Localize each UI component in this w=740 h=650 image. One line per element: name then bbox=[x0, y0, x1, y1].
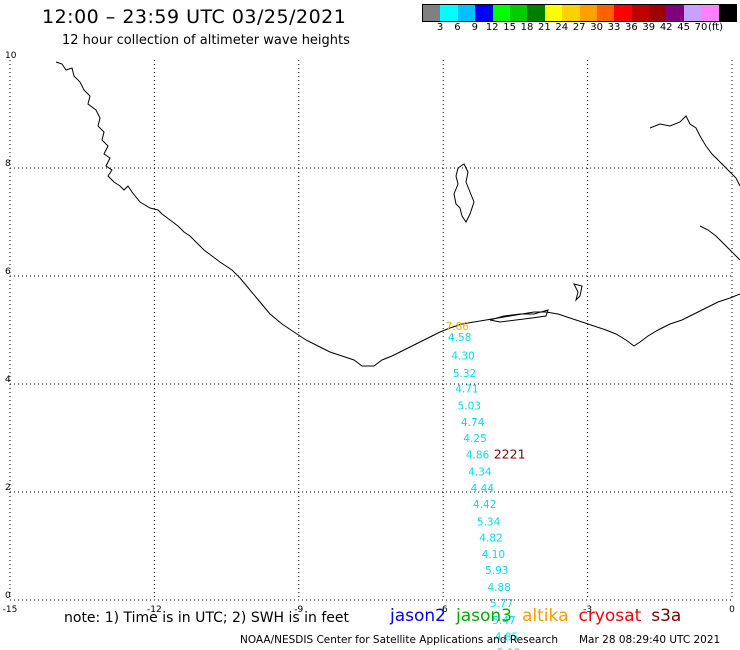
x-tick-label: -15 bbox=[3, 605, 18, 615]
satellite-legend: jason2 jason3 altika cryosat s3a bbox=[390, 606, 691, 626]
wave-height-value: 5.47 bbox=[492, 615, 515, 627]
satellite-name: jason3 bbox=[456, 606, 512, 626]
niger-inland bbox=[573, 283, 583, 302]
satellite-name: cryosat bbox=[578, 606, 642, 626]
wave-height-value: 7.86 bbox=[446, 321, 470, 333]
wave-height-value: 4.86 bbox=[466, 450, 490, 462]
legend-value-label: 33 bbox=[607, 22, 621, 33]
coastline bbox=[55, 61, 740, 367]
legend-swatch bbox=[579, 5, 597, 21]
legend-swatch bbox=[457, 5, 476, 21]
legend-swatch bbox=[701, 5, 719, 21]
wave-height-value: 5.77 bbox=[490, 598, 513, 610]
wave-height-value: 5.34 bbox=[477, 516, 501, 528]
wave-height-value: 4.85 bbox=[495, 632, 518, 644]
wave-height-value: 4.88 bbox=[487, 582, 510, 594]
lagos-lagoon bbox=[489, 309, 549, 323]
wave-height-value: 4.74 bbox=[461, 417, 485, 429]
wave-height-value: 5.03 bbox=[458, 400, 481, 412]
legend-swatch bbox=[596, 5, 615, 21]
legend-swatch bbox=[475, 5, 493, 21]
legend-value-label: 24 bbox=[555, 22, 569, 33]
credit-line: NOAA/NESDIS Center for Satellite Applica… bbox=[240, 634, 558, 646]
pass-number-labels: 22212220 bbox=[494, 447, 526, 462]
legend-value-label: 30 bbox=[590, 22, 603, 33]
legend-swatch bbox=[683, 5, 702, 21]
y-tick-label: 10 bbox=[5, 51, 17, 61]
west-africa-coastline bbox=[55, 61, 740, 367]
legend-swatch bbox=[440, 5, 458, 21]
legend-value-label: 9 bbox=[471, 22, 478, 33]
legend-swatch bbox=[527, 5, 545, 21]
legend-swatch bbox=[423, 5, 441, 21]
footer-note: note: 1) Time is in UTC; 2) SWH is in fe… bbox=[64, 610, 350, 626]
legend-value-label: 39 bbox=[642, 22, 656, 33]
y-tick-label: 0 bbox=[5, 591, 11, 601]
legend-swatch bbox=[544, 5, 563, 21]
legend-swatch bbox=[649, 5, 667, 21]
x-tick-label: 0 bbox=[729, 605, 735, 615]
legend-value-label: 15 bbox=[503, 22, 516, 33]
y-tick-label: 6 bbox=[5, 267, 11, 277]
legend-value-label: 45 bbox=[677, 22, 690, 33]
east-africa-coast bbox=[649, 115, 740, 187]
wave-height-value: 4.10 bbox=[482, 549, 505, 561]
pass-number: 2221 bbox=[494, 447, 526, 462]
wave-height-value: 5.32 bbox=[453, 368, 476, 380]
map-subtitle: 12 hour collection of altimeter wave hei… bbox=[62, 33, 350, 48]
generation-timestamp: Mar 28 08:29:40 UTC 2021 bbox=[579, 634, 721, 646]
y-tick-label: 4 bbox=[5, 375, 11, 385]
wave-height-value: 4.34 bbox=[468, 466, 492, 478]
lake-volta bbox=[453, 163, 475, 223]
satellite-name: s3a bbox=[651, 606, 682, 626]
color-legend-bar bbox=[422, 4, 738, 22]
east-africa-inland bbox=[699, 225, 740, 261]
wave-height-value: 4.58 bbox=[448, 332, 471, 344]
y-tick-label: 2 bbox=[5, 483, 11, 493]
legend-value-label: 6 bbox=[454, 22, 461, 33]
x-tick-label: -3 bbox=[583, 605, 592, 615]
wave-height-value: 4.42 bbox=[473, 499, 496, 511]
legend-value-label: 18 bbox=[520, 22, 534, 33]
x-tick-label: -6 bbox=[439, 605, 448, 615]
legend-swatch bbox=[718, 5, 737, 21]
y-tick-label: 8 bbox=[5, 159, 11, 169]
legend-value-label: 42 bbox=[659, 22, 673, 33]
legend-swatch bbox=[666, 5, 684, 21]
satellite-name: jason2 bbox=[390, 606, 446, 626]
legend-unit-label: (ft) bbox=[708, 22, 724, 33]
legend-swatch bbox=[562, 5, 580, 21]
legend-value-label: 70 bbox=[694, 22, 708, 33]
map-grid bbox=[9, 60, 733, 601]
legend-swatch bbox=[614, 5, 632, 21]
legend-value-label: 27 bbox=[572, 22, 586, 33]
legend-swatch bbox=[509, 5, 528, 21]
legend-value-label: 12 bbox=[485, 22, 499, 33]
wave-height-value: 4.71 bbox=[455, 384, 478, 396]
legend-value-label: 21 bbox=[538, 22, 551, 33]
wave-height-value: 5.18 bbox=[497, 648, 520, 650]
legend-value-label: 3 bbox=[436, 22, 444, 33]
x-tick-label: -12 bbox=[147, 605, 162, 615]
legend-value-label: 36 bbox=[625, 22, 638, 33]
wave-height-value: 4.25 bbox=[463, 433, 486, 445]
legend-swatch bbox=[492, 5, 510, 21]
satellite-name: altika bbox=[522, 606, 569, 626]
wave-height-value: 4.30 bbox=[451, 351, 474, 363]
legend-swatch bbox=[631, 5, 650, 21]
axis-tick-labels: -15 -12 -9 -6 -3 0 0 2 4 6 8 10 bbox=[3, 51, 735, 615]
map-title: 12:00 – 23:59 UTC 03/25/2021 bbox=[42, 6, 347, 28]
wave-height-value: 5.93 bbox=[485, 565, 508, 577]
wave-height-value: 4.82 bbox=[479, 533, 502, 545]
wave-height-value: 4.44 bbox=[471, 483, 495, 495]
wave-height-labels: 7.864.58 4.30 5.32 4.71 5.03 4.74 4.25 4.86 4.34… bbox=[446, 321, 521, 650]
x-tick-label: -9 bbox=[294, 605, 303, 615]
